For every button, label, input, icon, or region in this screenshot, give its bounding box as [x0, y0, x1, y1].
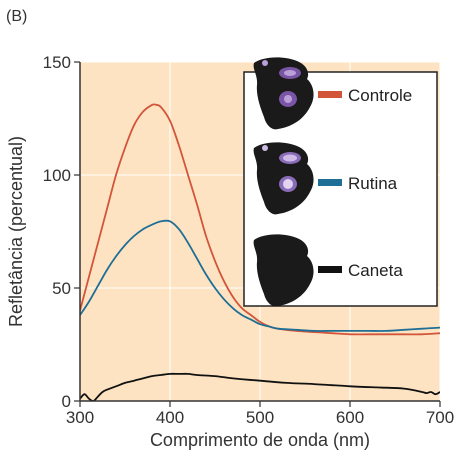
legend-label-rutina: Rutina: [348, 174, 398, 193]
butterfly-wing-control-icon: [253, 57, 314, 130]
y-tick-label: 0: [62, 392, 71, 411]
legend: Controle Rutina Caneta: [243, 57, 438, 307]
y-tick-label: 50: [52, 279, 71, 298]
legend-label-caneta: Caneta: [348, 261, 403, 280]
x-tick-label: 600: [336, 408, 364, 427]
series-line-controle: [80, 103, 440, 336]
butterfly-wing-rutin-icon: [253, 142, 314, 215]
x-tick-label: 700: [426, 408, 454, 427]
legend-swatch-rutina: [318, 179, 342, 186]
y-tick-label: 150: [43, 53, 71, 72]
x-tick-label: 300: [66, 408, 94, 427]
legend-swatch-controle: [318, 91, 342, 98]
ticks: 300 400 500 600 700 0 50 100 150: [43, 53, 455, 427]
x-tick-label: 400: [156, 408, 184, 427]
panel-label: (B): [6, 8, 28, 25]
x-tick-label: 500: [246, 408, 274, 427]
legend-swatch-caneta: [318, 266, 342, 273]
series-line-rutina: [80, 219, 440, 332]
butterfly-wing-pen-icon: [253, 234, 314, 307]
legend-label-controle: Controle: [348, 86, 412, 105]
series-layer: [80, 103, 440, 401]
y-tick-label: 100: [43, 166, 71, 185]
y-axis-label: Refletância (percentual): [6, 136, 26, 327]
x-axis-label: Comprimento de onda (nm): [150, 430, 370, 450]
series-line-caneta: [80, 372, 440, 401]
